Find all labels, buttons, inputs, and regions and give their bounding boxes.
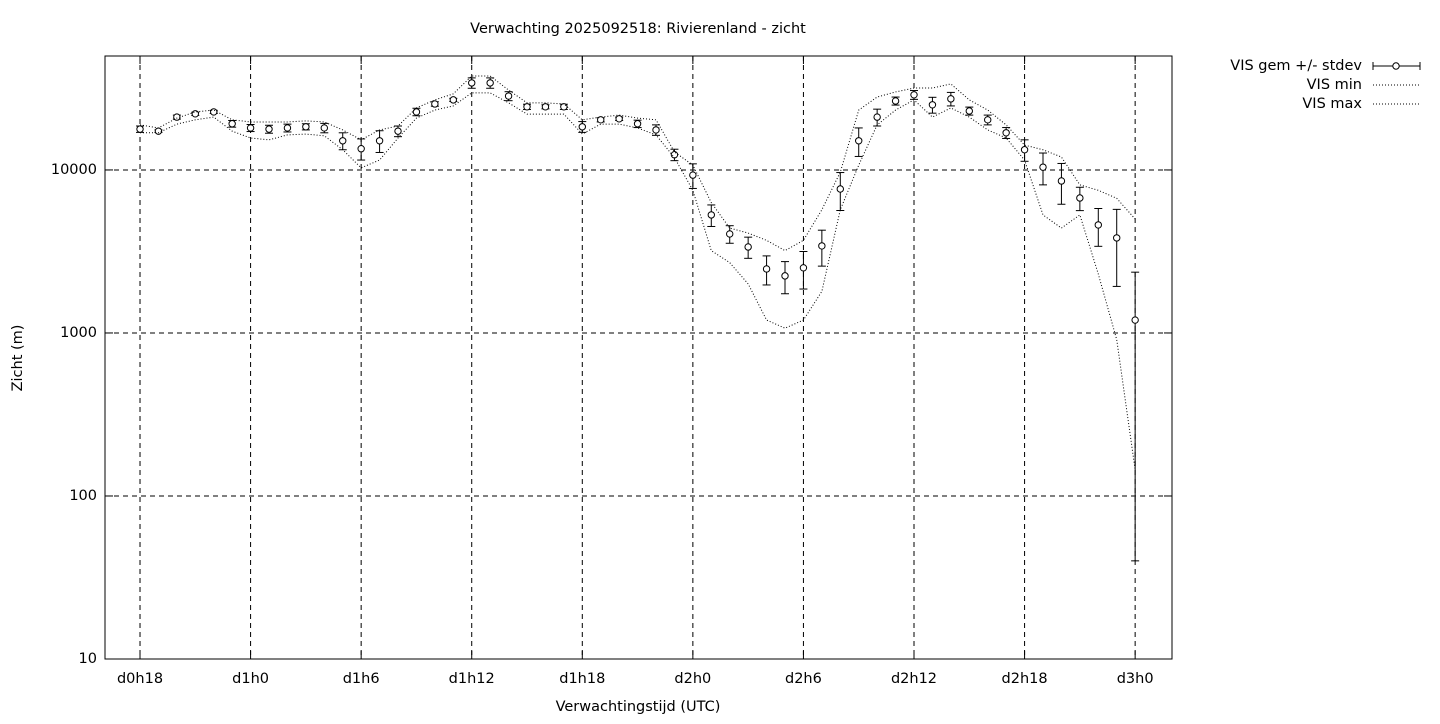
point [339, 137, 347, 145]
line [139, 75, 1136, 252]
point [412, 108, 421, 116]
x-tick-label: d1h6 [343, 671, 380, 687]
y-tick-label: 10 [79, 651, 97, 667]
point [154, 127, 163, 135]
plot-frame [104, 55, 1173, 660]
point [523, 103, 531, 111]
point [1076, 194, 1084, 202]
point [541, 103, 550, 111]
point [836, 185, 844, 193]
point [504, 92, 513, 100]
legend-swatch [1392, 62, 1400, 70]
point [707, 211, 715, 219]
point [652, 126, 660, 134]
point [1131, 316, 1139, 324]
point [873, 113, 881, 121]
point [375, 137, 384, 145]
legend: VIS gem +/- stdev VIS min VIS max [1230, 58, 1421, 112]
point [597, 116, 605, 124]
point [744, 243, 752, 251]
point [984, 116, 992, 124]
point [449, 96, 457, 104]
point [910, 91, 918, 99]
x-axis-label: Verwachtingstijd (UTC) [556, 699, 721, 715]
point [726, 230, 734, 238]
legend-label: VIS gem +/- stdev [1230, 58, 1362, 74]
point [246, 124, 255, 132]
x-tick-label: d2h18 [1002, 671, 1048, 687]
point [468, 79, 476, 87]
point [928, 101, 937, 109]
point [1094, 221, 1102, 229]
point [1020, 146, 1029, 154]
chart-title: Verwachting 2025092518: Rivierenland - z… [470, 21, 806, 37]
y-tick-label: 100 [69, 488, 97, 504]
point [486, 79, 494, 87]
y-tick-label: 1000 [60, 325, 97, 341]
point [357, 144, 365, 153]
point [283, 124, 292, 132]
legend-label: VIS max [1302, 96, 1362, 112]
point [302, 123, 310, 131]
point [689, 171, 697, 179]
x-tick-label: d2h0 [674, 671, 711, 687]
x-tick-label: d3h0 [1117, 671, 1154, 687]
point [1057, 177, 1066, 185]
point [670, 151, 679, 159]
point [578, 123, 586, 131]
point [615, 115, 623, 123]
y-axis-label: Zicht (m) [10, 325, 26, 392]
point [1002, 129, 1010, 137]
plot-area [136, 75, 1140, 562]
point [891, 97, 900, 105]
point [781, 272, 789, 280]
point [1039, 163, 1047, 171]
point [136, 125, 144, 133]
point [431, 100, 439, 108]
x-tick-label: d1h18 [559, 671, 605, 687]
point [210, 108, 218, 116]
point [947, 95, 955, 103]
point [191, 110, 199, 118]
x-tick-label: d0h18 [117, 671, 163, 687]
x-tick-label: d2h6 [785, 671, 822, 687]
point [633, 120, 642, 128]
grid: 10 100 1000 10000 d0h18 d1h0 d1h6 d1h12 d1h18 d2h… [51, 56, 1172, 687]
legend-label: VIS min [1307, 77, 1362, 93]
y-tick-label: 10000 [51, 162, 97, 178]
point [394, 127, 402, 135]
point [560, 103, 568, 111]
x-tick-label: d2h12 [891, 671, 937, 687]
point [818, 242, 826, 250]
point [320, 124, 328, 132]
point [855, 137, 863, 145]
x-tick-label: d1h12 [449, 671, 495, 687]
point [799, 264, 808, 272]
point [762, 265, 771, 273]
point [265, 125, 273, 133]
point [228, 120, 236, 128]
point [965, 107, 973, 115]
x-tick-label: d1h0 [232, 671, 269, 687]
point [1113, 234, 1121, 242]
